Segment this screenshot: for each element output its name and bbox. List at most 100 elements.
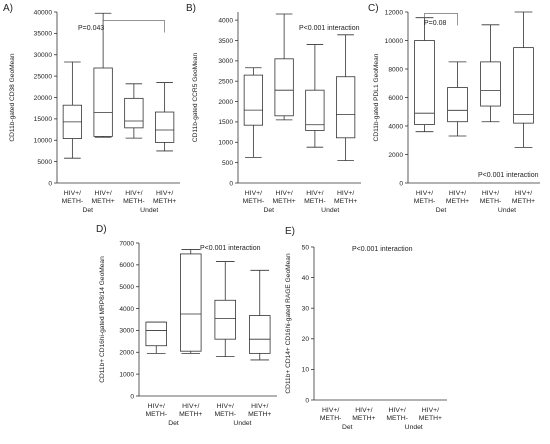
group-label: Det	[342, 424, 353, 431]
x-tick-label: METH+	[153, 198, 176, 205]
box-4	[248, 269, 271, 361]
y-axis-title: CD11b-gated CCR5 GeoMean	[192, 53, 199, 143]
x-tick-label: METH+	[512, 198, 535, 205]
y-tick-label: 12000	[385, 9, 404, 16]
x-tick-label: HIV+/	[64, 190, 81, 197]
x-tick-label: HIV+/	[355, 407, 372, 414]
x-tick-label: METH-	[123, 198, 145, 205]
box-1	[145, 321, 167, 354]
panel-5: E) 0 10 20 30 40 50 CD11b+ CD14+ CD16hi-gated R…	[285, 226, 447, 431]
x-tick-label: METH-	[145, 411, 167, 418]
x-tick-label: HIV+/	[422, 407, 439, 414]
box-iqr	[145, 321, 167, 347]
y-tick-label: 30	[302, 306, 310, 313]
group-label: Det	[82, 207, 93, 214]
box-3	[305, 44, 325, 148]
box-3	[124, 83, 144, 139]
x-tick-label: HIV+/	[251, 403, 268, 410]
group-label: Det	[263, 207, 274, 214]
y-axis-title: CD11b-gated PDL1 GeoMean	[373, 53, 380, 141]
y-tick-label: 5000	[119, 284, 134, 291]
annotation: P=0.043	[78, 25, 104, 32]
y-tick-label: 15000	[34, 116, 53, 123]
box-iqr	[243, 74, 263, 126]
group-label: Undet	[233, 420, 251, 427]
y-tick-label: 4000	[119, 306, 134, 313]
group-label: Undet	[321, 207, 339, 214]
box-iqr	[93, 67, 113, 137]
group-label: Undet	[140, 207, 158, 214]
group-label: Undet	[498, 207, 516, 214]
x-tick-label: METH-	[320, 415, 342, 422]
y-tick-label: 1000	[119, 371, 134, 378]
x-tick-label: METH+	[334, 198, 357, 205]
panel-label: E)	[285, 226, 295, 237]
box-3	[480, 24, 501, 123]
box-iqr	[513, 47, 534, 124]
x-tick-label: HIV+/	[306, 190, 323, 197]
x-tick-label: HIV+/	[245, 190, 262, 197]
x-tick-label: HIV+/	[276, 190, 293, 197]
group-label: Det	[436, 207, 447, 214]
box-4	[154, 82, 175, 152]
y-axis-title: CD11b+ CD16hi-gated MRP8/14 GeoMean	[99, 256, 106, 383]
y-tick-label: 0	[48, 180, 52, 187]
y-tick-label: 6000	[388, 95, 403, 102]
x-tick-label: METH+	[92, 198, 115, 205]
annotation: P=0.08	[424, 20, 446, 27]
panel-label: C)	[368, 3, 379, 14]
y-tick-label: 2000	[218, 99, 233, 106]
x-tick-label: METH+	[273, 198, 296, 205]
y-tick-label: 2000	[388, 152, 403, 159]
box-iqr	[248, 315, 271, 354]
x-tick-label: HIV+/	[95, 190, 112, 197]
panel-3: C) 0 2000 4000 6000 8000 10000 12000 CD11b-gated…	[368, 3, 540, 214]
x-tick-label: METH-	[304, 198, 326, 205]
x-tick-label: HIV+/	[515, 190, 532, 197]
box-iqr	[124, 97, 144, 129]
y-tick-label: 1000	[218, 140, 233, 147]
significance-bracket	[424, 13, 458, 26]
box-iqr	[480, 61, 501, 107]
y-tick-label: 0	[130, 393, 134, 400]
x-tick-label: METH+	[352, 415, 375, 422]
x-tick-label: METH-	[214, 411, 236, 418]
x-tick-label: METH+	[446, 198, 469, 205]
y-tick-label: 7000	[119, 240, 134, 247]
x-tick-label: METH-	[414, 198, 436, 205]
y-tick-label: 5000	[37, 159, 52, 166]
box-2	[274, 13, 294, 121]
annotation-secondary: P<0.001 interaction	[478, 172, 539, 179]
box-iqr	[274, 58, 294, 117]
y-tick-label: 2500	[218, 79, 233, 86]
x-tick-label: HIV+/	[125, 190, 142, 197]
box-1	[62, 61, 83, 159]
y-tick-label: 20	[302, 336, 310, 343]
x-tick-label: METH-	[62, 198, 84, 205]
significance-bracket	[102, 20, 165, 33]
y-tick-label: 500	[222, 160, 233, 167]
y-tick-label: 25000	[34, 73, 53, 80]
x-tick-label: METH+	[179, 411, 202, 418]
y-tick-label: 10	[302, 367, 310, 374]
y-tick-label: 4000	[218, 17, 233, 24]
box-iqr	[447, 87, 468, 123]
box-2	[93, 12, 113, 138]
y-tick-label: 0	[399, 180, 403, 187]
x-tick-label: METH-	[243, 198, 265, 205]
box-iqr	[154, 111, 175, 143]
annotation: P<0.001 interaction	[299, 25, 360, 32]
y-tick-label: 40	[302, 275, 310, 282]
y-tick-label: 8000	[388, 66, 403, 73]
y-tick-label: 6000	[119, 262, 134, 269]
panel-label: D)	[96, 224, 107, 235]
y-tick-label: 2000	[119, 350, 134, 357]
x-tick-label: HIV+/	[389, 407, 406, 414]
panel-4: D) 0 1000 2000 3000 4000 5000 6000 7000 CD11b+ CD…	[96, 224, 277, 427]
x-tick-label: HIV+/	[148, 403, 165, 410]
y-tick-label: 35000	[34, 31, 53, 38]
group-label: Undet	[405, 424, 423, 431]
y-tick-label: 3500	[218, 38, 233, 45]
box-iqr	[414, 40, 435, 125]
